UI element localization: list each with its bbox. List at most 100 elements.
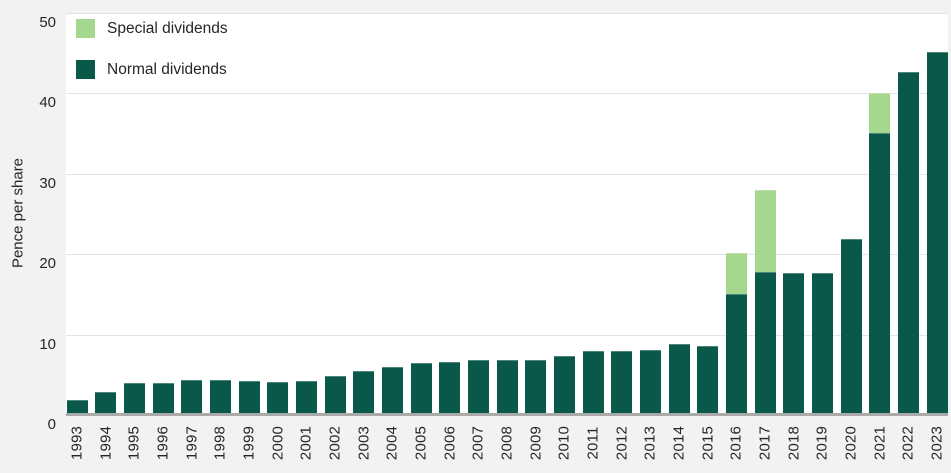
bar-segment-normal-2022 [897,71,919,415]
bar-2019 [811,13,833,415]
bar-segment-normal-2009 [525,359,547,415]
x-tick-label-1999: 1999 [240,425,258,461]
bar-segment-normal-1999 [238,381,260,415]
bar-2022 [897,13,919,415]
bar-segment-normal-2013 [639,349,661,415]
gridline-50 [66,13,948,14]
bar-segment-normal-2012 [611,351,633,415]
gridline-40 [66,93,948,95]
bar-segment-special-2021 [869,92,891,133]
bar-segment-normal-2000 [267,382,289,415]
y-tick-label-50: 50 [39,14,56,31]
x-tick-label-2015: 2015 [699,425,717,461]
bar-segment-normal-2014 [668,344,690,415]
x-tick-label-1996: 1996 [154,425,172,461]
bar-2010 [553,13,575,415]
bar-segment-normal-2020 [840,238,862,415]
bar-segment-normal-1998 [209,379,231,415]
x-tick-label-2022: 2022 [899,425,917,461]
bar-2006 [439,13,461,415]
x-tick-label-2003: 2003 [355,425,373,461]
bar-2000 [267,13,289,415]
bar-segment-normal-2016 [725,294,747,415]
bar-segment-normal-1997 [181,379,203,415]
bar-2015 [697,13,719,415]
bar-segment-normal-2010 [553,355,575,415]
bar-segment-normal-2002 [324,376,346,415]
bar-2007 [467,13,489,415]
gridline-10 [66,334,948,336]
bar-1998 [209,13,231,415]
x-tick-label-2020: 2020 [842,425,860,461]
bar-2020 [840,13,862,415]
bar-segment-normal-2023 [926,51,948,415]
bar-2021 [869,13,891,415]
bar-1996 [152,13,174,415]
gridline-30 [66,173,948,175]
y-tick-label-40: 40 [39,94,56,112]
bar-segment-special-2017 [754,189,776,272]
bar-2003 [353,13,375,415]
x-tick-label-2014: 2014 [670,425,688,461]
x-tick-label-1997: 1997 [183,425,201,461]
x-tick-label-2011: 2011 [584,426,602,460]
bar-1999 [238,13,260,415]
x-tick-label-1998: 1998 [211,425,229,461]
bar-2002 [324,13,346,415]
bar-segment-normal-2005 [410,362,432,415]
bar-2014 [668,13,690,415]
x-tick-label-1994: 1994 [97,425,115,461]
x-tick-label-2008: 2008 [498,425,516,461]
bar-segment-normal-2021 [869,132,891,415]
x-tick-label-2019: 2019 [813,425,831,461]
bar-2012 [611,13,633,415]
gridline-20 [66,254,948,256]
x-tick-label-1995: 1995 [125,425,143,461]
bar-1994 [95,13,117,415]
bar-2004 [381,13,403,415]
bar-segment-normal-2011 [582,350,604,415]
bar-2013 [639,13,661,415]
bar-segment-normal-2007 [467,359,489,415]
x-tick-label-2018: 2018 [785,425,803,461]
x-tick-label-2010: 2010 [555,425,573,461]
bar-2001 [295,13,317,415]
legend-swatch-special-dividends [76,19,95,38]
x-tick-label-2017: 2017 [756,425,774,461]
legend-label-normal-dividends: Normal dividends [107,61,227,78]
x-tick-label-2021: 2021 [871,425,889,461]
x-axis-baseline [66,413,948,416]
bar-2023 [926,13,948,415]
bar-2005 [410,13,432,415]
bar-segment-normal-2001 [295,381,317,415]
x-tick-label-2012: 2012 [613,425,631,461]
bar-segment-normal-2018 [783,272,805,415]
bar-segment-special-2016 [725,253,747,295]
bar-segment-normal-2008 [496,359,518,415]
bar-segment-normal-2017 [754,271,776,415]
x-tick-label-2006: 2006 [441,425,459,461]
legend-label-special-dividends: Special dividends [107,20,228,37]
y-axis-ticks: 0 10 20 30 40 50 [0,0,56,473]
bar-segment-normal-1995 [123,382,145,415]
bar-1995 [123,13,145,415]
y-tick-label-30: 30 [39,174,56,192]
bar-segment-normal-2015 [697,345,719,415]
plot-area [66,13,948,415]
bar-segment-normal-1994 [95,391,117,415]
x-tick-label-2007: 2007 [469,425,487,461]
x-tick-label-2004: 2004 [383,425,401,461]
bar-segment-normal-2006 [439,361,461,415]
bar-segment-normal-1993 [66,399,88,415]
x-tick-label-2009: 2009 [527,425,545,461]
bar-segment-normal-2019 [811,272,833,415]
x-tick-label-2001: 2001 [297,425,315,461]
x-tick-label-2013: 2013 [641,425,659,461]
bar-1997 [181,13,203,415]
y-tick-label-10: 10 [39,335,56,353]
bar-1993 [66,13,88,415]
bar-2018 [783,13,805,415]
bar-2016 [725,13,747,415]
x-tick-label-2016: 2016 [727,425,745,461]
